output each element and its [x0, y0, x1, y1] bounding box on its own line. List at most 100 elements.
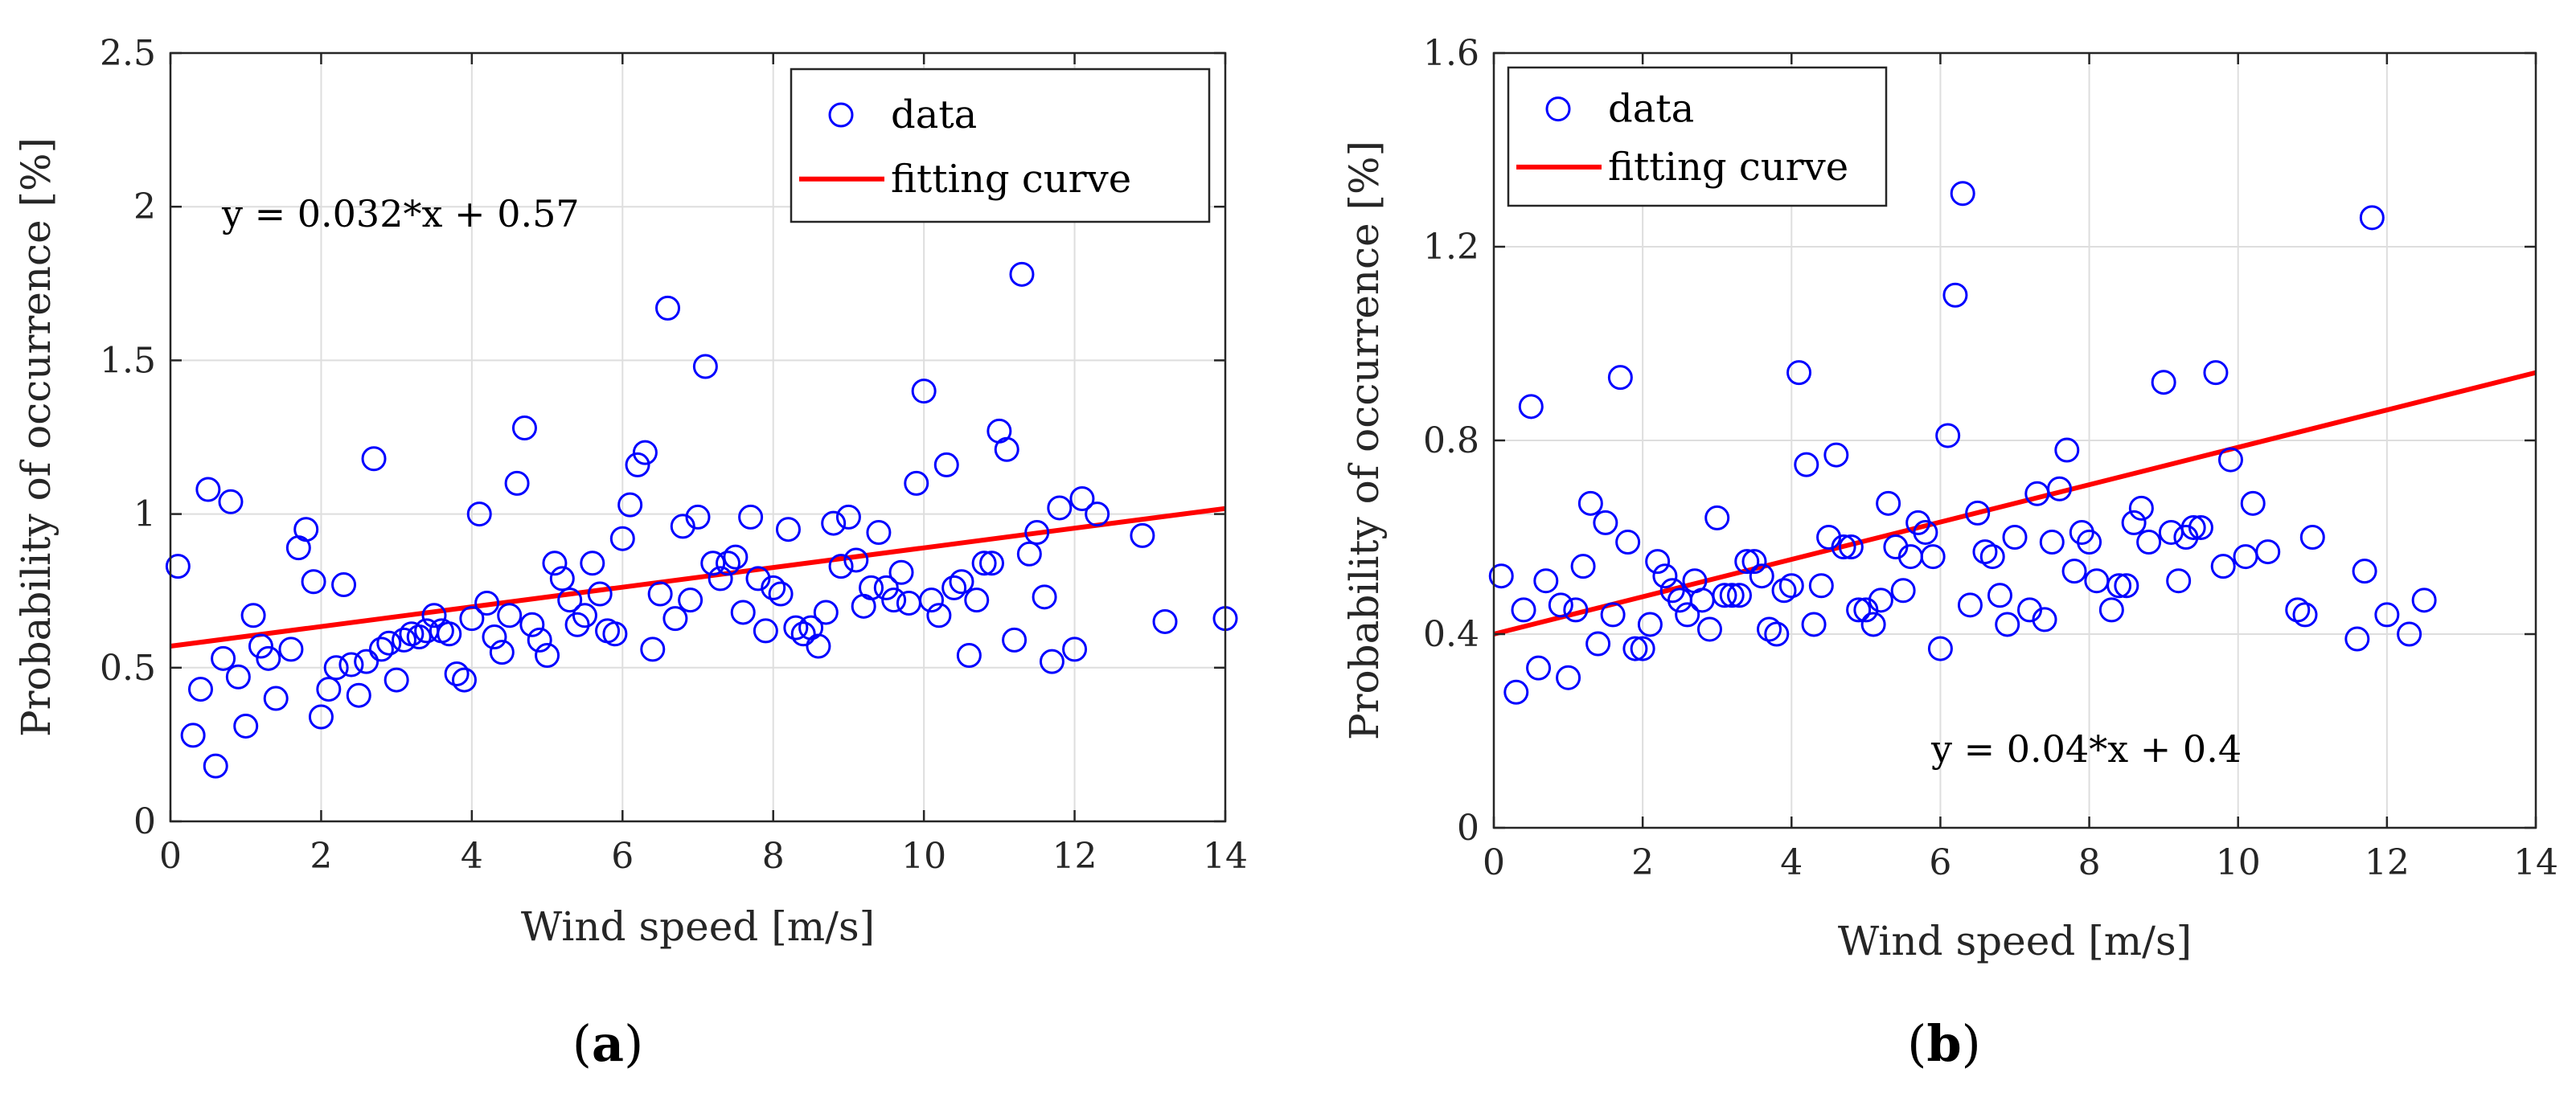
data-point	[1734, 549, 1760, 575]
panel-a-x-axis-label: Wind speed [m/s]	[521, 903, 875, 950]
data-point	[1600, 602, 1626, 628]
data-point	[1622, 636, 1648, 661]
data-point	[1024, 520, 1050, 546]
data-point	[572, 603, 597, 628]
data-point	[2047, 476, 2073, 501]
data-point	[761, 575, 786, 600]
y-tick-label: 0.8	[1423, 420, 1479, 461]
data-point	[2136, 530, 2162, 555]
x-tick-label: 2	[310, 836, 332, 877]
data-point	[564, 612, 590, 637]
data-point	[2374, 602, 2400, 628]
panel-b-fit-layer	[1493, 370, 2537, 637]
data-point	[2166, 568, 2192, 594]
data-point	[1987, 583, 2012, 608]
data-point	[881, 587, 907, 613]
data-point	[263, 686, 289, 711]
panel-b-label: (b)	[1907, 1014, 1981, 1073]
y-tick-label: 2	[133, 186, 156, 227]
data-point	[1749, 563, 1774, 589]
y-tick-label: 1.2	[1423, 227, 1479, 268]
panel-b-ticks: 0 2 4 6 8 10 12 14 0 0.4 0.8 1.2 1.6	[1423, 33, 2558, 883]
data-point	[1577, 490, 1603, 516]
panel-b-x-axis-label: Wind speed [m/s]	[1838, 918, 2192, 964]
data-point	[421, 603, 447, 628]
data-point	[1942, 282, 1968, 308]
data-point	[1556, 665, 1581, 690]
data-point	[180, 723, 206, 748]
data-point	[835, 504, 861, 530]
data-point	[941, 575, 967, 600]
data-point	[655, 295, 681, 321]
data-point	[647, 581, 673, 607]
data-point	[888, 559, 914, 585]
data-point	[1016, 541, 1042, 567]
data-point	[195, 477, 221, 502]
panel-a-legend-label-data: data	[891, 92, 977, 137]
data-point	[1927, 636, 1953, 661]
y-tick-label: 0	[133, 801, 156, 842]
x-tick-label: 8	[2078, 842, 2101, 883]
data-point	[617, 492, 643, 518]
data-point	[482, 624, 507, 650]
panel-b-equation: y = 0.04*x + 0.4	[1930, 727, 2242, 771]
x-tick-label: 14	[1203, 836, 1248, 877]
data-point	[1637, 612, 1663, 637]
x-tick-label: 2	[1631, 842, 1654, 883]
fitting-curve-line	[170, 506, 1226, 649]
data-point	[625, 452, 650, 477]
data-point	[1039, 649, 1064, 674]
data-point	[2054, 437, 2080, 463]
data-point	[1764, 621, 1790, 647]
panel-a-plot-area	[169, 51, 1227, 823]
data-point	[1808, 573, 1834, 599]
data-point	[956, 643, 982, 669]
data-point	[466, 501, 492, 527]
data-point	[354, 649, 379, 674]
data-point	[1786, 360, 1812, 386]
data-point	[489, 640, 515, 665]
data-point	[692, 354, 718, 379]
data-point	[783, 615, 809, 641]
panel-a-y-axis-label: Probability of occurrence [%]	[13, 137, 59, 737]
data-point	[2285, 597, 2311, 623]
data-point	[1979, 544, 2005, 570]
panel-a-label-letter: a	[592, 1014, 624, 1073]
data-point	[806, 633, 831, 659]
data-point	[1831, 534, 1856, 560]
data-point	[549, 566, 575, 592]
data-point	[587, 581, 613, 607]
data-point	[1032, 584, 1057, 610]
data-point	[708, 566, 733, 592]
data-point	[1794, 452, 1819, 477]
data-point	[1511, 597, 1536, 623]
data-point	[376, 630, 402, 656]
data-point	[828, 554, 854, 579]
data-point	[2344, 626, 2370, 652]
data-point	[821, 510, 847, 536]
data-point	[790, 621, 816, 647]
data-point	[504, 470, 530, 496]
data-point	[2121, 510, 2147, 535]
data-point	[678, 587, 703, 613]
data-point	[1696, 616, 1722, 642]
panel-a-data-points	[165, 261, 1238, 779]
data-point	[1593, 510, 1618, 535]
data-point	[1085, 501, 1110, 527]
data-point	[1741, 549, 1767, 575]
data-point	[384, 667, 409, 693]
y-tick-label: 0.5	[100, 648, 156, 689]
fitting-curve-line	[1493, 370, 2537, 637]
data-point	[1047, 495, 1073, 521]
y-tick-label: 1	[133, 494, 156, 535]
panel-b-legend-box	[1507, 66, 1888, 207]
x-tick-label: 6	[611, 836, 634, 877]
data-point	[233, 713, 259, 739]
data-point	[1823, 442, 1849, 468]
data-point	[1002, 627, 1028, 653]
data-point	[640, 637, 666, 662]
panel-b-legend: data fitting curve	[1507, 66, 1888, 207]
x-tick-label: 4	[461, 836, 483, 877]
